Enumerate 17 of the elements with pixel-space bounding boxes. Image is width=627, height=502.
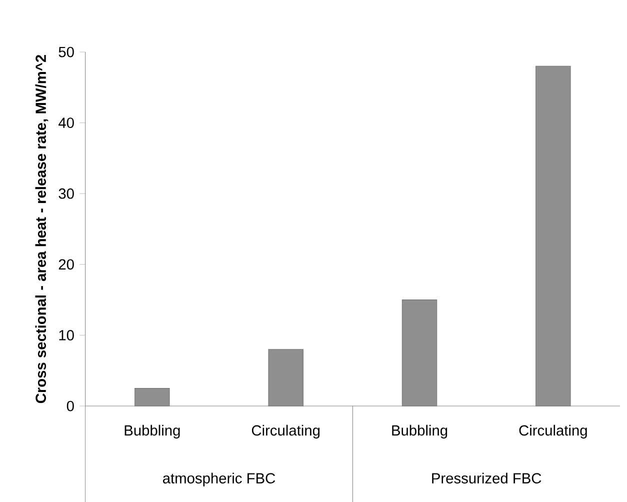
bar [536,66,571,406]
x-tick-label: Bubbling [392,424,448,438]
y-tick-label: 20 [58,259,74,270]
y-tick-label: 40 [58,117,74,128]
bar [134,388,170,406]
y-tick-label: 0 [66,400,74,412]
y-axis-title: Cross sectional - area heat - release rate, MW/m^2 [35,54,48,403]
x-tick-label: Circulating [252,424,320,438]
text: atmospheric FBC [162,472,276,486]
x-tick-label: Bubbling [124,424,180,438]
text: Pressurized FBC [432,472,542,484]
y-tick-label: 50 [58,46,74,58]
bar [402,299,438,406]
y-tick-label: 30 [58,188,74,199]
x-tick-label: Circulating [519,424,587,438]
y-tick-label: 10 [59,330,74,340]
bar [268,348,304,406]
